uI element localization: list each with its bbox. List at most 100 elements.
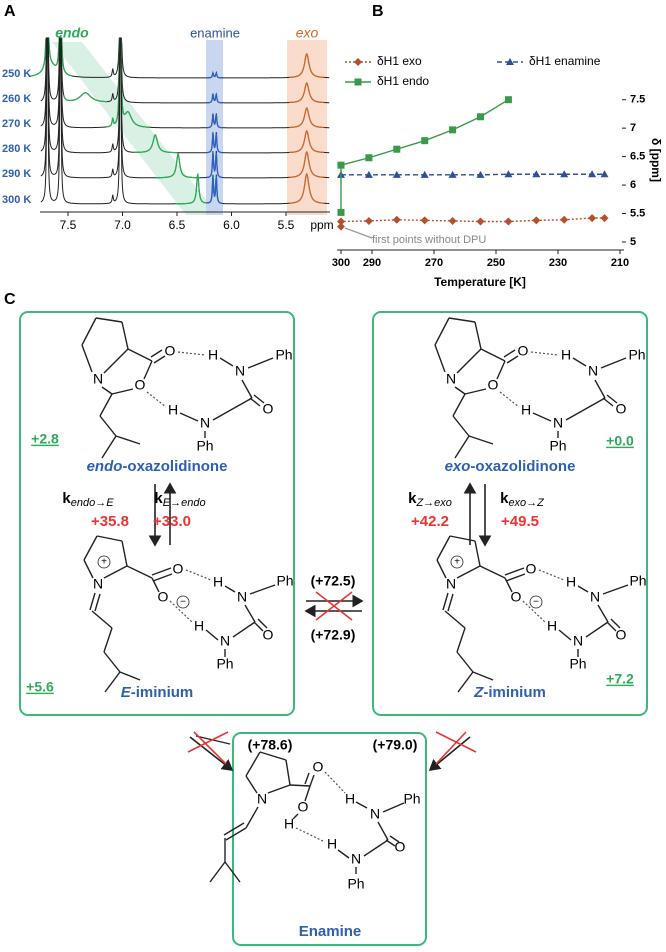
marker	[560, 170, 569, 178]
bond	[151, 577, 160, 593]
barrier: (+72.9)	[311, 627, 356, 643]
temperature-label: 250 K	[2, 68, 31, 80]
bond	[103, 651, 121, 673]
bond	[212, 397, 253, 421]
atom-label: O	[135, 377, 146, 393]
region-label: exo	[296, 25, 319, 41]
bond	[103, 348, 129, 374]
atom-label: N	[220, 633, 230, 649]
bond	[442, 592, 449, 611]
annotation: first points without DPU	[372, 234, 486, 246]
charge-circle	[529, 595, 543, 609]
bond	[324, 771, 346, 794]
marker	[393, 145, 401, 153]
bond	[434, 344, 446, 373]
atom-label: N	[553, 415, 563, 431]
bond	[449, 535, 476, 542]
bond	[224, 585, 236, 593]
atom-label: Ph	[403, 791, 420, 807]
exo-peak	[289, 150, 324, 179]
bond	[474, 540, 481, 567]
marker	[449, 126, 457, 134]
bond	[249, 584, 276, 595]
bond	[572, 357, 587, 367]
bond	[436, 559, 447, 579]
panel-label: C	[4, 291, 16, 308]
marker	[337, 208, 345, 216]
k-subscript: Z→exo	[415, 497, 451, 509]
marker	[560, 215, 569, 224]
atom-label: O	[263, 401, 274, 417]
atom-label: O	[158, 589, 169, 605]
marker	[448, 170, 457, 178]
atom-label: O	[488, 377, 499, 393]
bond	[244, 604, 256, 623]
atom-label: Ph	[347, 876, 364, 892]
bond	[355, 801, 368, 809]
bond	[99, 393, 113, 417]
region-label: enamine	[190, 25, 240, 40]
bond	[150, 349, 163, 358]
marker	[532, 170, 541, 178]
ppm-tick-label: 6.0	[223, 218, 240, 232]
atom-label: H	[213, 574, 223, 590]
atom-label: Ph	[569, 656, 586, 672]
name-italic: E	[121, 684, 132, 701]
marker	[600, 214, 609, 223]
y-axis-title: δ [ppm]	[649, 138, 663, 182]
bond	[600, 357, 627, 369]
enamine-peak	[206, 92, 223, 104]
enamine-peak	[206, 70, 223, 79]
name-italic: endo	[87, 458, 123, 475]
marker	[365, 154, 373, 162]
endo-peak	[133, 134, 177, 154]
marker	[504, 96, 512, 104]
k-subscript: endo→E	[71, 497, 114, 509]
bond	[179, 412, 199, 422]
name-rest: -oxazolidinone	[122, 458, 227, 475]
k: k	[408, 490, 417, 507]
k-subscript: exo→Z	[508, 497, 545, 509]
panel-label: B	[372, 3, 384, 20]
bond	[253, 394, 265, 404]
atom-label: N	[237, 589, 247, 605]
atom-label: O	[173, 561, 184, 577]
bond	[454, 386, 466, 395]
marker	[364, 170, 373, 178]
bond	[151, 567, 172, 576]
atom-label: N	[446, 371, 456, 387]
enamine-peak	[206, 150, 223, 179]
atom-label: H	[327, 836, 337, 852]
bond	[119, 671, 141, 681]
legend-label: δH1 enamine	[529, 54, 601, 68]
bond	[224, 861, 241, 883]
bond	[452, 393, 466, 417]
bond	[444, 610, 466, 629]
structure-name: E-iminium	[121, 684, 194, 701]
bond	[538, 569, 565, 581]
name-italic: exo	[445, 458, 471, 475]
atom-label: H	[566, 574, 576, 590]
bond	[456, 651, 474, 673]
bond	[96, 535, 123, 542]
barrier: +33.0	[153, 513, 191, 530]
marker	[448, 216, 457, 225]
marker	[337, 161, 345, 169]
structure-name: endo-oxazolidinone	[87, 458, 228, 475]
charge-circle	[97, 555, 111, 569]
series-line	[340, 99, 509, 213]
k: k	[62, 490, 71, 507]
annotation-arrow	[344, 227, 373, 239]
atom-label: Ph	[629, 573, 646, 589]
y-tick-label: 5	[630, 236, 636, 248]
atom-label: H	[561, 347, 571, 363]
bond	[464, 388, 487, 395]
exo-peak	[289, 52, 324, 79]
atom-label: H	[547, 618, 557, 634]
atom-label: N	[573, 633, 583, 649]
bond	[448, 317, 476, 323]
bond	[499, 391, 520, 408]
atom-label: N	[257, 791, 267, 807]
